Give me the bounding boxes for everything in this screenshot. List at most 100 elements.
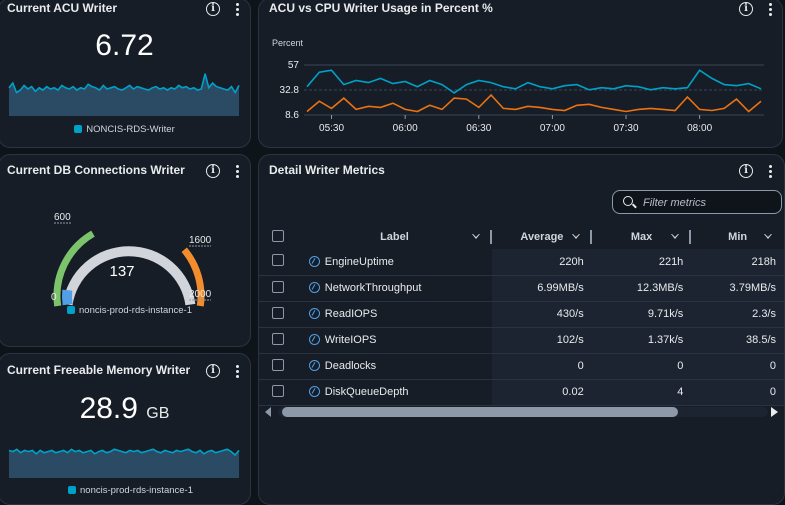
table-row[interactable]: WriteIOPS 102/s 1.37k/s 38.5/s <box>259 327 784 354</box>
gauge-value: 137 <box>109 263 134 280</box>
row-checkbox[interactable] <box>271 254 284 267</box>
metric-label-cell: WriteIOPS <box>296 327 493 354</box>
row-checkbox[interactable] <box>271 358 284 371</box>
more-options-icon[interactable] <box>233 363 241 379</box>
metric-label: Deadlocks <box>324 360 377 372</box>
row-checkbox[interactable] <box>271 384 284 397</box>
detail-metrics-panel: Detail Writer Metrics i Label Average Ma… <box>258 154 785 505</box>
column-header-min-text: Min <box>728 231 748 243</box>
row-checkbox-cell <box>259 353 297 380</box>
metric-label-cell: Deadlocks <box>296 353 493 380</box>
more-options-icon[interactable] <box>233 163 241 179</box>
metric-max: 221h <box>591 249 692 276</box>
column-header-max-text: Max <box>630 231 653 243</box>
metric-average: 6.99MB/s <box>492 275 592 302</box>
info-icon[interactable]: i <box>739 2 753 16</box>
usage-line-chart: Percent 57 32.8 8.6 05:30 06:00 06:30 07:00 07… <box>272 38 764 134</box>
scroll-right-icon[interactable] <box>771 407 778 417</box>
metric-max: 12.3MB/s <box>591 275 692 302</box>
metric-label: EngineUptime <box>324 255 394 268</box>
column-header-max[interactable]: Max <box>592 225 692 249</box>
row-checkbox[interactable] <box>271 280 284 293</box>
memory-sparkline <box>8 448 240 478</box>
info-icon[interactable]: i <box>739 164 753 178</box>
metric-min: 2.3/s <box>691 301 784 328</box>
more-options-icon[interactable] <box>766 1 774 17</box>
more-options-icon[interactable] <box>766 163 774 179</box>
gauge-tick-min: 0 <box>51 292 57 303</box>
metric-icon <box>308 360 320 371</box>
column-resizer[interactable] <box>689 230 692 244</box>
metric-icon <box>308 255 320 267</box>
info-icon[interactable]: i <box>206 2 220 16</box>
metric-max: 0 <box>591 353 692 380</box>
table-row[interactable]: DiskQueueDepth 0.02 4 0 <box>259 379 784 406</box>
filter-metrics-input[interactable] <box>643 194 778 212</box>
column-header-average[interactable]: Average <box>492 225 592 249</box>
detail-panel-title: Detail Writer Metrics <box>269 163 385 177</box>
more-options-icon[interactable] <box>233 1 241 17</box>
acu-panel: Current ACU Writer i 6.72 NONCIS-RDS-Wri… <box>0 0 251 148</box>
filter-metrics-box[interactable] <box>612 190 782 214</box>
metric-icon <box>308 282 320 293</box>
legend-swatch <box>68 486 76 494</box>
metrics-table: Label Average Max Min EngineUptime 220h 22… <box>259 225 784 406</box>
row-checkbox[interactable] <box>271 306 284 319</box>
table-row[interactable]: ReadIOPS 430/s 9.71k/s 2.3/s <box>259 301 784 328</box>
horizontal-scrollbar[interactable] <box>264 405 779 417</box>
row-checkbox-cell <box>259 379 297 406</box>
row-checkbox[interactable] <box>271 332 284 345</box>
x-tick-label: 05:30 <box>319 123 344 134</box>
sort-caret-icon[interactable] <box>472 234 481 239</box>
sort-caret-icon[interactable] <box>764 234 772 239</box>
x-tick-label: 06:30 <box>466 123 491 134</box>
metric-min: 38.5/s <box>691 327 784 354</box>
metric-max: 1.37k/s <box>591 327 692 354</box>
legend-swatch <box>67 306 75 314</box>
memory-legend-label: noncis-prod-rds-instance-1 <box>80 485 193 496</box>
table-row[interactable]: NetworkThroughput 6.99MB/s 12.3MB/s 3.79MB/… <box>259 275 784 302</box>
metric-max: 4 <box>591 379 692 406</box>
acu-legend: NONCIS-RDS-Writer <box>0 124 250 135</box>
select-all-checkbox[interactable] <box>271 229 284 242</box>
acu-sparkline <box>8 73 240 116</box>
metric-min: 218h <box>691 249 784 276</box>
metric-max: 9.71k/s <box>591 301 692 328</box>
column-header-label[interactable]: Label <box>297 225 493 249</box>
db-gauge: 0 600 1600 2000 137 <box>51 212 212 307</box>
acu-value: 6.72 <box>95 29 154 62</box>
memory-legend: noncis-prod-rds-instance-1 <box>5 485 250 496</box>
metric-min: 0 <box>691 353 784 380</box>
gauge-zone-low <box>53 230 95 307</box>
metric-average: 0.02 <box>492 379 592 406</box>
table-row[interactable]: EngineUptime 220h 221h 218h <box>259 249 784 276</box>
search-icon <box>623 196 633 206</box>
gauge-zone-high <box>181 247 205 307</box>
db-connections-panel: Current DB Connections Writer i 0 600 16… <box>0 154 251 347</box>
gauge-tick-max: 2000 <box>189 289 212 300</box>
metric-icon <box>308 334 320 345</box>
scroll-left-icon[interactable] <box>265 407 271 417</box>
db-legend: noncis-prod-rds-instance-1 <box>4 305 250 316</box>
info-icon[interactable]: i <box>206 364 220 378</box>
metric-label: NetworkThroughput <box>324 282 422 294</box>
y-tick-label: 32.8 <box>280 85 300 96</box>
acu-series-line <box>306 69 762 94</box>
acu-legend-label: NONCIS-RDS-Writer <box>86 124 175 135</box>
metric-min: 3.79MB/s <box>691 275 784 302</box>
column-resizer[interactable] <box>490 230 493 244</box>
gauge-track <box>62 246 196 306</box>
column-resizer[interactable] <box>589 230 592 244</box>
info-icon[interactable]: i <box>206 164 220 178</box>
table-row[interactable]: Deadlocks 0 0 0 <box>259 353 784 380</box>
row-checkbox-cell <box>259 301 297 328</box>
x-tick-label: 08:00 <box>687 123 712 134</box>
gauge-tick-1600: 1600 <box>189 235 212 246</box>
column-header-average-text: Average <box>520 231 564 243</box>
sort-caret-icon[interactable] <box>571 234 580 239</box>
column-header-min[interactable]: Min <box>691 225 784 249</box>
column-header-label-text: Label <box>380 231 409 243</box>
scrollbar-thumb[interactable] <box>282 407 678 417</box>
metric-label: WriteIOPS <box>324 334 377 346</box>
sort-caret-icon[interactable] <box>671 234 680 239</box>
